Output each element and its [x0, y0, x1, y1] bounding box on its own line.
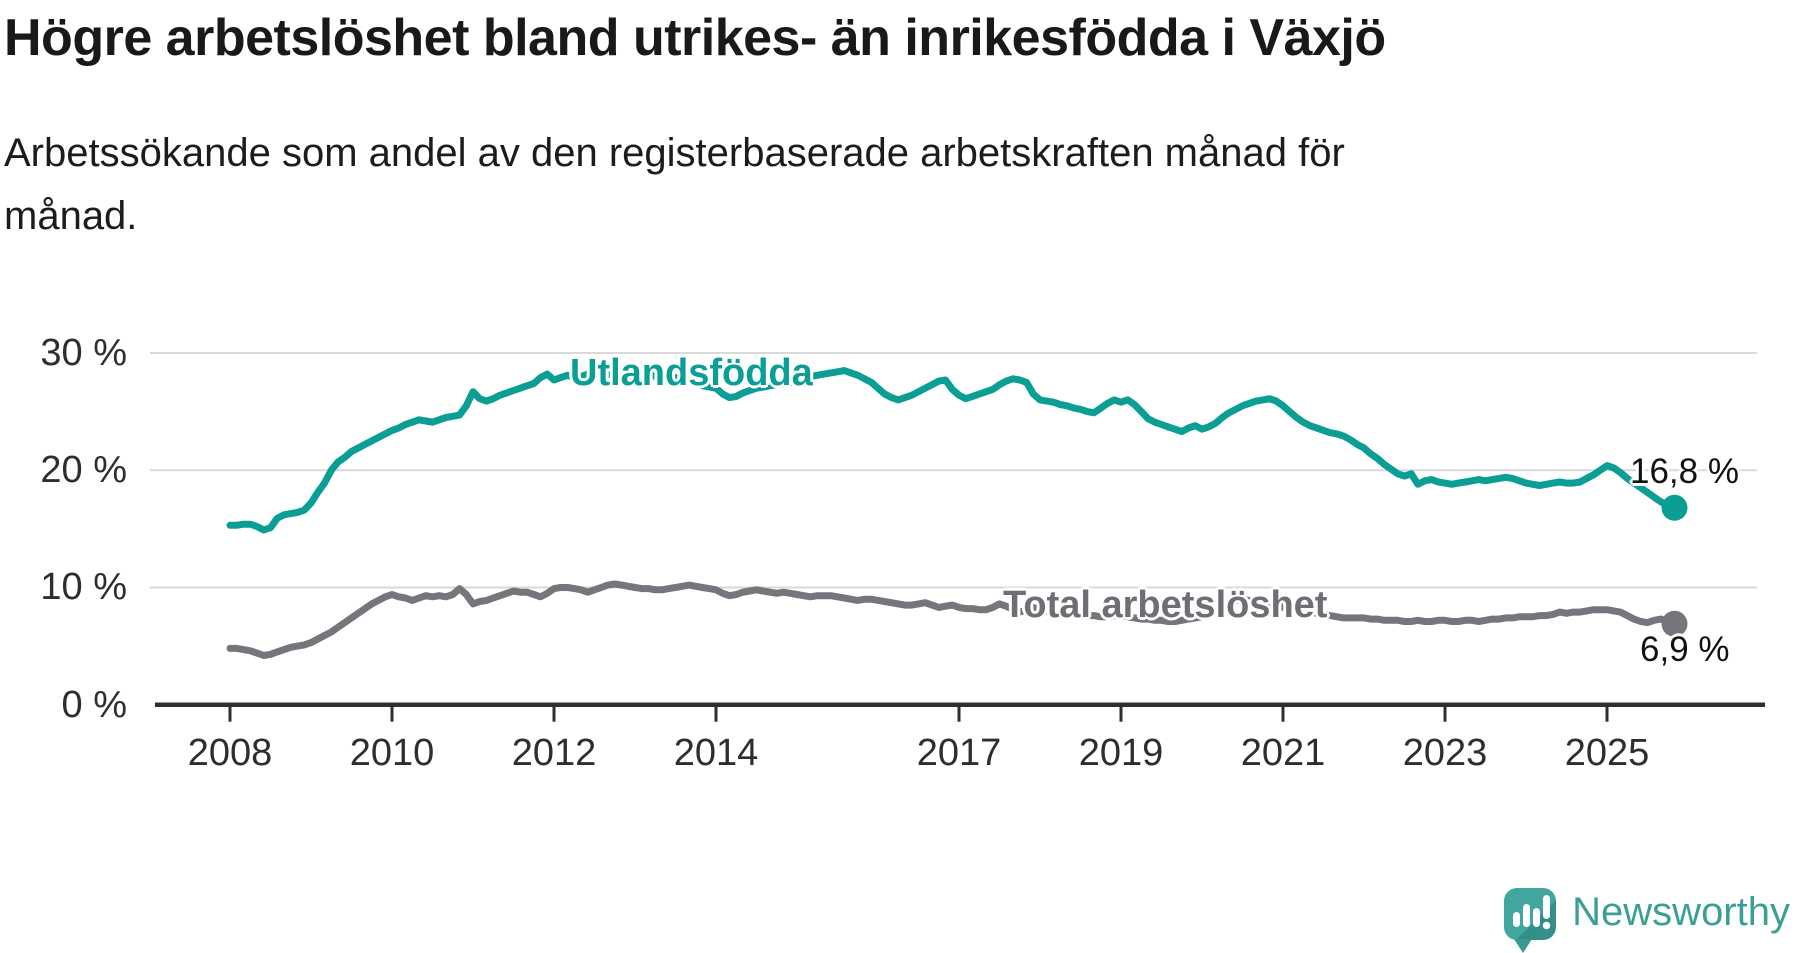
newsworthy-logo-icon [1504, 888, 1557, 953]
x-axis-label-2012: 2012 [511, 732, 597, 774]
y-axis-label-0: 0 % [61, 684, 127, 726]
x-axis-label-2014: 2014 [673, 732, 759, 774]
newsworthy-logo-text: Newsworthy [1572, 890, 1790, 934]
series-label-total-arbetsloshet: Total arbetslöshet [1003, 584, 1328, 626]
newsworthy-logo: Newsworthy [1504, 886, 1790, 953]
x-axis-label-2017: 2017 [916, 732, 1002, 774]
chart-subtitle: Arbetssökande som andel av den registerb… [4, 131, 1345, 238]
y-axis-label-20: 20 % [40, 449, 127, 491]
x-axis-label-2010: 2010 [349, 732, 435, 774]
x-axis-label-2025: 2025 [1564, 732, 1650, 774]
bar-chart-exclamation-icon [1513, 895, 1551, 930]
x-axis-label-2021: 2021 [1240, 732, 1326, 774]
series-label-utlandsfodda: Utlandsfödda [570, 352, 813, 394]
end-value-label-utlandsfodda: 16,8 % [1630, 452, 1739, 491]
x-axis-label-2008: 2008 [187, 732, 273, 774]
page-title: Högre arbetslöshet bland utrikes- än inr… [4, 9, 1386, 67]
y-axis-label-30: 30 % [40, 332, 127, 374]
x-axis-label-2023: 2023 [1402, 732, 1488, 774]
end-value-label-total: 6,9 % [1640, 630, 1730, 669]
x-axis-label-2019: 2019 [1078, 732, 1164, 774]
y-axis-label-10: 10 % [40, 566, 127, 608]
